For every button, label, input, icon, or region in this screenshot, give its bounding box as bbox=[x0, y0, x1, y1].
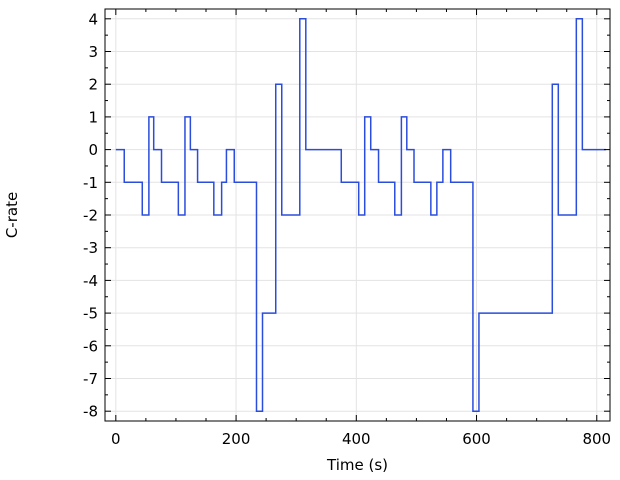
y-tick-label: 1 bbox=[88, 108, 98, 126]
x-tick-label: 800 bbox=[582, 430, 611, 448]
y-tick-label: 2 bbox=[88, 76, 98, 94]
x-tick-label: 600 bbox=[462, 430, 491, 448]
y-tick-label: -7 bbox=[83, 370, 98, 388]
x-tick-label: 400 bbox=[342, 430, 371, 448]
y-tick-label: -5 bbox=[83, 305, 98, 323]
series-layer bbox=[115, 18, 606, 412]
y-tick-label: 0 bbox=[88, 141, 98, 159]
axis-ticks: 0 200 400 600 800 4 3 2 1 0 -1 -2 -3 -4 -5 -6 -7 -8 bbox=[83, 9, 611, 448]
x-tick-label: 0 bbox=[111, 430, 121, 448]
y-tick-label: -1 bbox=[83, 174, 98, 192]
x-tick-label: 200 bbox=[222, 430, 251, 448]
y-tick-label: 4 bbox=[88, 10, 98, 28]
x-axis-label: Time (s) bbox=[326, 456, 388, 474]
y-tick-label: -3 bbox=[83, 239, 98, 257]
y-tick-label: -2 bbox=[83, 207, 98, 225]
y-tick-label: -4 bbox=[83, 272, 98, 290]
c-rate-series-line bbox=[115, 18, 606, 412]
y-tick-label: 3 bbox=[88, 43, 98, 61]
y-axis-label: C-rate bbox=[3, 192, 21, 238]
y-tick-label: -6 bbox=[83, 337, 98, 355]
y-tick-label: -8 bbox=[83, 403, 98, 421]
